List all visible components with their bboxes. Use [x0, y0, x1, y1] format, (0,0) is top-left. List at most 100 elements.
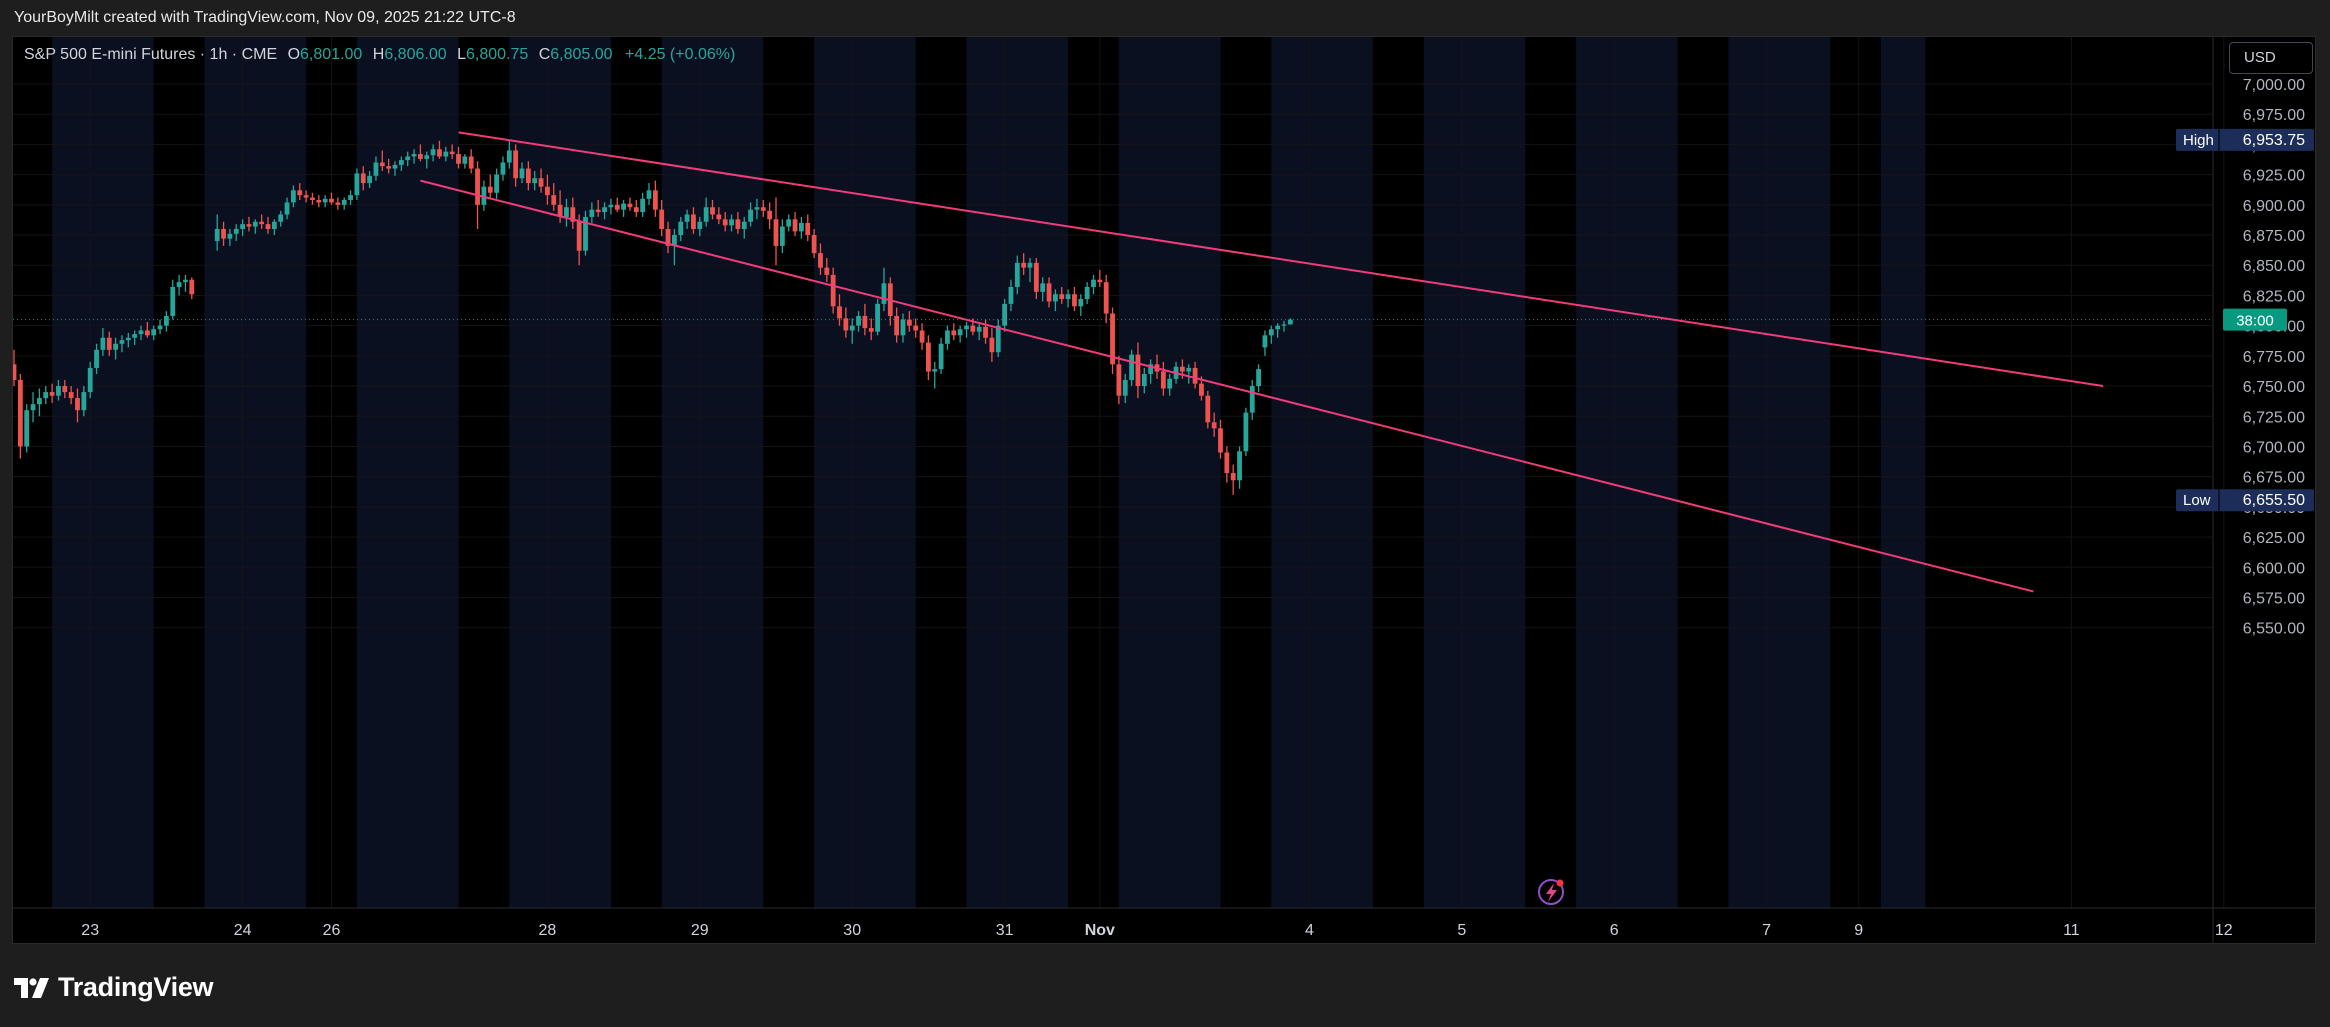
candle-body — [678, 221, 684, 236]
candle — [748, 202, 753, 227]
candle-body — [24, 410, 30, 447]
candlestick-chart[interactable]: 6,550.006,575.006,600.006,625.006,650.00… — [13, 37, 2316, 944]
candle-body — [932, 369, 938, 372]
session-band — [52, 37, 154, 908]
candle — [183, 274, 188, 292]
currency-button[interactable]: USD — [2229, 42, 2313, 74]
candle — [583, 210, 588, 256]
candle-body — [475, 168, 480, 205]
candle-body — [525, 168, 531, 184]
open-label: O — [287, 46, 301, 63]
candle-body — [1186, 367, 1192, 372]
candle — [1141, 367, 1147, 394]
candle — [659, 199, 665, 237]
candle-body — [697, 221, 703, 229]
candle — [106, 331, 112, 356]
candle — [157, 319, 163, 335]
candle — [386, 158, 392, 174]
candle — [1135, 342, 1141, 399]
candle-body — [995, 325, 1001, 353]
chart-pane[interactable]: 6,550.006,575.006,600.006,625.006,650.00… — [12, 36, 2316, 944]
candle-body — [856, 315, 861, 326]
candle — [221, 221, 226, 246]
low-value: 6,800.75 — [465, 46, 529, 63]
time-tick-label: 23 — [81, 922, 99, 939]
session-band — [1118, 37, 1221, 908]
price-tick-label: 6,900.00 — [2243, 198, 2305, 215]
candle-body — [640, 198, 646, 213]
candle — [405, 151, 411, 167]
candle — [1160, 361, 1166, 396]
candle — [329, 192, 334, 205]
candle-body — [265, 224, 271, 229]
high-price-tag: High 6,953.75 — [2176, 128, 2314, 151]
candle-body — [1097, 279, 1103, 283]
candle-body — [1040, 283, 1046, 292]
candle — [227, 228, 233, 246]
candle — [799, 216, 804, 239]
candle-body — [189, 279, 195, 295]
candle — [297, 183, 303, 200]
candle — [411, 149, 417, 164]
candle — [322, 195, 328, 208]
candle-body — [138, 330, 144, 335]
session-band — [1576, 37, 1678, 908]
candle — [525, 161, 531, 191]
candle-body — [367, 175, 372, 184]
candle — [856, 311, 861, 332]
tradingview-logo[interactable]: TradingView — [14, 972, 214, 1003]
candle-body — [259, 221, 265, 225]
candle — [722, 212, 728, 232]
candle-body — [49, 392, 55, 396]
candle-body — [805, 222, 811, 236]
candle — [824, 257, 830, 283]
candle-body — [437, 149, 442, 157]
candle — [1205, 390, 1211, 429]
candle — [741, 216, 747, 239]
candle — [608, 198, 614, 215]
candle-body — [722, 219, 728, 226]
candle-body — [157, 325, 163, 330]
session-band — [356, 37, 459, 908]
price-tick-label: 6,850.00 — [2243, 258, 2305, 275]
candle — [1110, 307, 1115, 374]
candle — [652, 180, 658, 217]
candle-body — [1180, 366, 1185, 372]
candle — [49, 383, 55, 403]
candle-body — [1008, 286, 1014, 304]
candle — [805, 214, 811, 242]
candle — [1224, 446, 1230, 483]
candle-body — [37, 398, 42, 405]
candle-body — [583, 216, 588, 251]
lightning-icon-ring — [1538, 879, 1564, 905]
candle — [1059, 286, 1065, 304]
candle-body — [113, 343, 118, 350]
candle-body — [13, 364, 17, 381]
high-price-tag-value: 6,953.75 — [2243, 132, 2305, 149]
symbol-name[interactable]: S&P 500 E-mini Futures · 1h · CME — [24, 46, 278, 63]
candle — [1103, 274, 1109, 324]
candle — [964, 322, 969, 338]
price-tick-label: 6,925.00 — [2243, 168, 2305, 185]
low-price-tag-bg — [2176, 489, 2314, 512]
candle — [589, 202, 595, 223]
time-tick-label: 26 — [323, 922, 341, 939]
candle-body — [386, 166, 392, 169]
candle — [919, 323, 925, 350]
lightning-icon-dot — [1556, 879, 1564, 887]
candle-body — [303, 195, 309, 198]
candle — [56, 380, 61, 401]
candle-body — [646, 190, 652, 199]
candle-body — [1046, 283, 1052, 302]
lightning-icon[interactable] — [1538, 879, 1564, 905]
candle-body — [849, 325, 855, 331]
candle — [926, 335, 931, 381]
candle — [233, 224, 239, 242]
price-tick-label: 6,825.00 — [2243, 288, 2305, 305]
candle — [259, 214, 265, 229]
session-band — [814, 37, 916, 908]
candle — [170, 279, 176, 320]
candle — [989, 328, 995, 362]
candle-body — [589, 209, 595, 217]
candle — [513, 144, 519, 187]
